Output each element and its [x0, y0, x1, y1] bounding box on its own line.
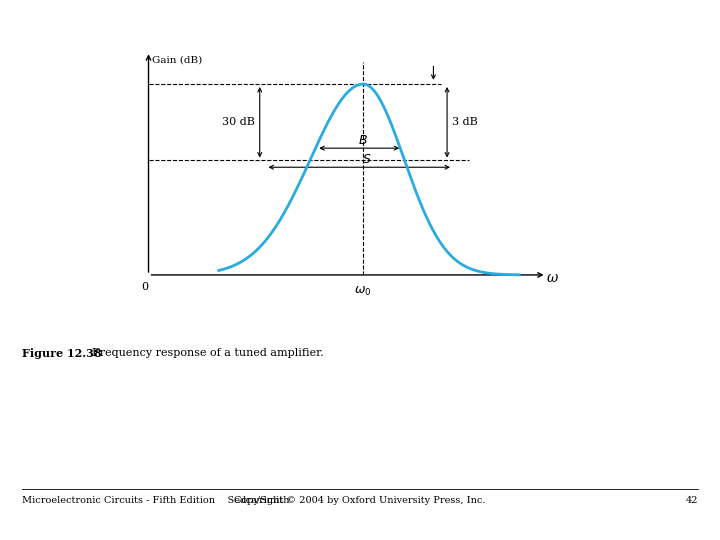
- Text: 30 dB: 30 dB: [222, 117, 255, 127]
- Text: Copyright © 2004 by Oxford University Press, Inc.: Copyright © 2004 by Oxford University Pr…: [234, 496, 486, 505]
- Text: 3 dB: 3 dB: [451, 117, 477, 127]
- Text: $S$: $S$: [362, 153, 372, 166]
- Text: Gain (dB): Gain (dB): [153, 56, 202, 64]
- Text: Microelectronic Circuits - Fifth Edition    Sedra/Smith: Microelectronic Circuits - Fifth Edition…: [22, 496, 289, 505]
- Text: 42: 42: [686, 496, 698, 505]
- Text: Frequency response of a tuned amplifier.: Frequency response of a tuned amplifier.: [85, 348, 324, 359]
- Text: Figure 12.38: Figure 12.38: [22, 348, 102, 359]
- Text: $\omega_0$: $\omega_0$: [354, 285, 372, 298]
- Text: 0: 0: [141, 282, 148, 292]
- Text: $B$: $B$: [359, 134, 368, 147]
- Text: ω: ω: [546, 271, 558, 285]
